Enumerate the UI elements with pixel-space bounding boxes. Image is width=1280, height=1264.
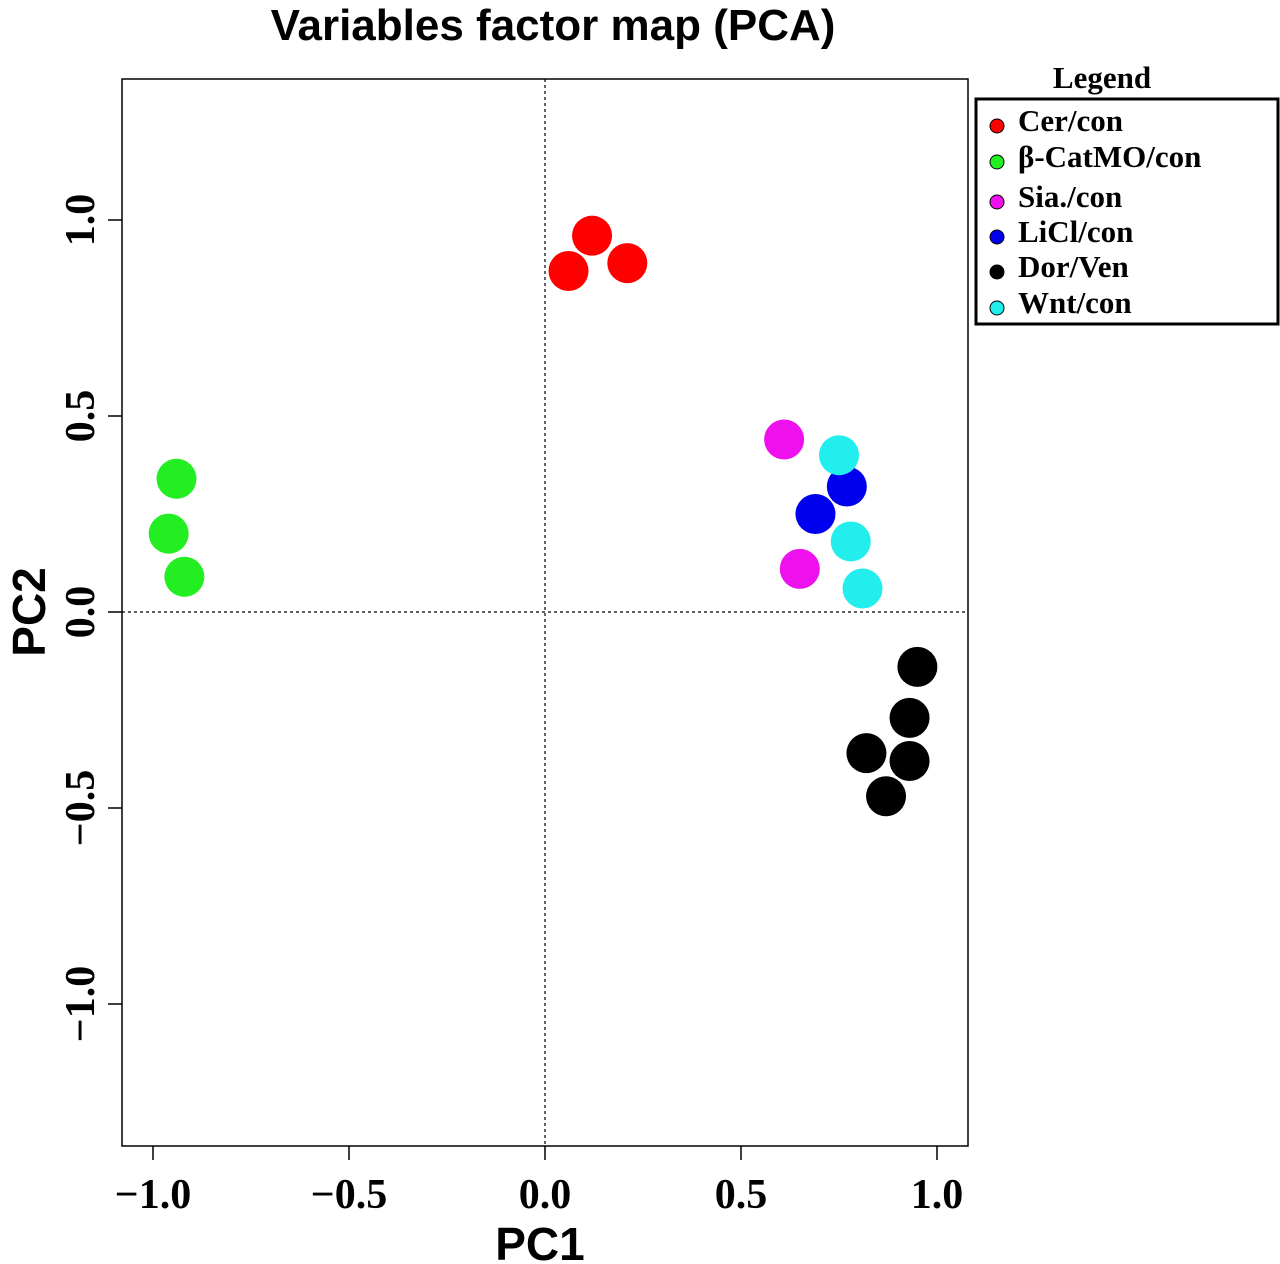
- data-point: [830, 521, 871, 562]
- legend-entry: Dor/Ven: [1018, 249, 1129, 284]
- y-tick-label: −0.5: [58, 770, 104, 846]
- legend-marker: [989, 194, 1005, 210]
- data-point: [826, 466, 867, 507]
- y-tick-label: 0.5: [58, 390, 104, 443]
- legend-entry: Wnt/con: [1018, 285, 1132, 320]
- legend-entry: LiCl/con: [1018, 214, 1133, 249]
- legend-entry: Cer/con: [1018, 103, 1123, 138]
- data-point: [148, 513, 189, 554]
- legend-marker: [989, 264, 1005, 280]
- data-point: [889, 740, 930, 781]
- data-point: [795, 494, 836, 534]
- legend-title: Legend: [1053, 60, 1151, 95]
- data-point: [548, 250, 589, 291]
- data-point: [607, 243, 648, 284]
- data-point: [164, 556, 205, 597]
- chart-title: Variables factor map (PCA): [271, 1, 836, 50]
- y-tick-label: 1.0: [58, 194, 104, 247]
- data-point: [842, 568, 883, 609]
- x-tick-label: −0.5: [311, 1172, 387, 1218]
- data-point: [819, 435, 859, 476]
- data-point: [779, 548, 820, 589]
- data-point: [897, 646, 938, 687]
- data-point: [866, 776, 907, 817]
- x-tick-label: 0.5: [715, 1172, 768, 1218]
- data-point: [572, 215, 613, 256]
- legend-marker: [989, 229, 1005, 245]
- x-tick-label: −1.0: [115, 1172, 191, 1218]
- data-point: [156, 458, 197, 499]
- x-tick-label: 1.0: [911, 1172, 964, 1218]
- y-tick-label: −1.0: [58, 966, 104, 1042]
- data-point: [764, 419, 805, 460]
- y-tick-label: 0.0: [58, 586, 104, 639]
- legend-marker: [989, 118, 1005, 134]
- y-axis-label: PC2: [3, 567, 55, 656]
- x-axis-label: PC1: [495, 1218, 584, 1264]
- x-tick-label: 0.0: [519, 1172, 572, 1218]
- legend-marker: [989, 154, 1005, 170]
- legend-entry: Sia./con: [1018, 179, 1122, 214]
- legend-box: [974, 97, 1280, 326]
- legend-marker: [989, 300, 1005, 316]
- data-point: [846, 733, 887, 774]
- data-point: [889, 697, 930, 738]
- legend-entry: β-CatMO/con: [1018, 139, 1201, 174]
